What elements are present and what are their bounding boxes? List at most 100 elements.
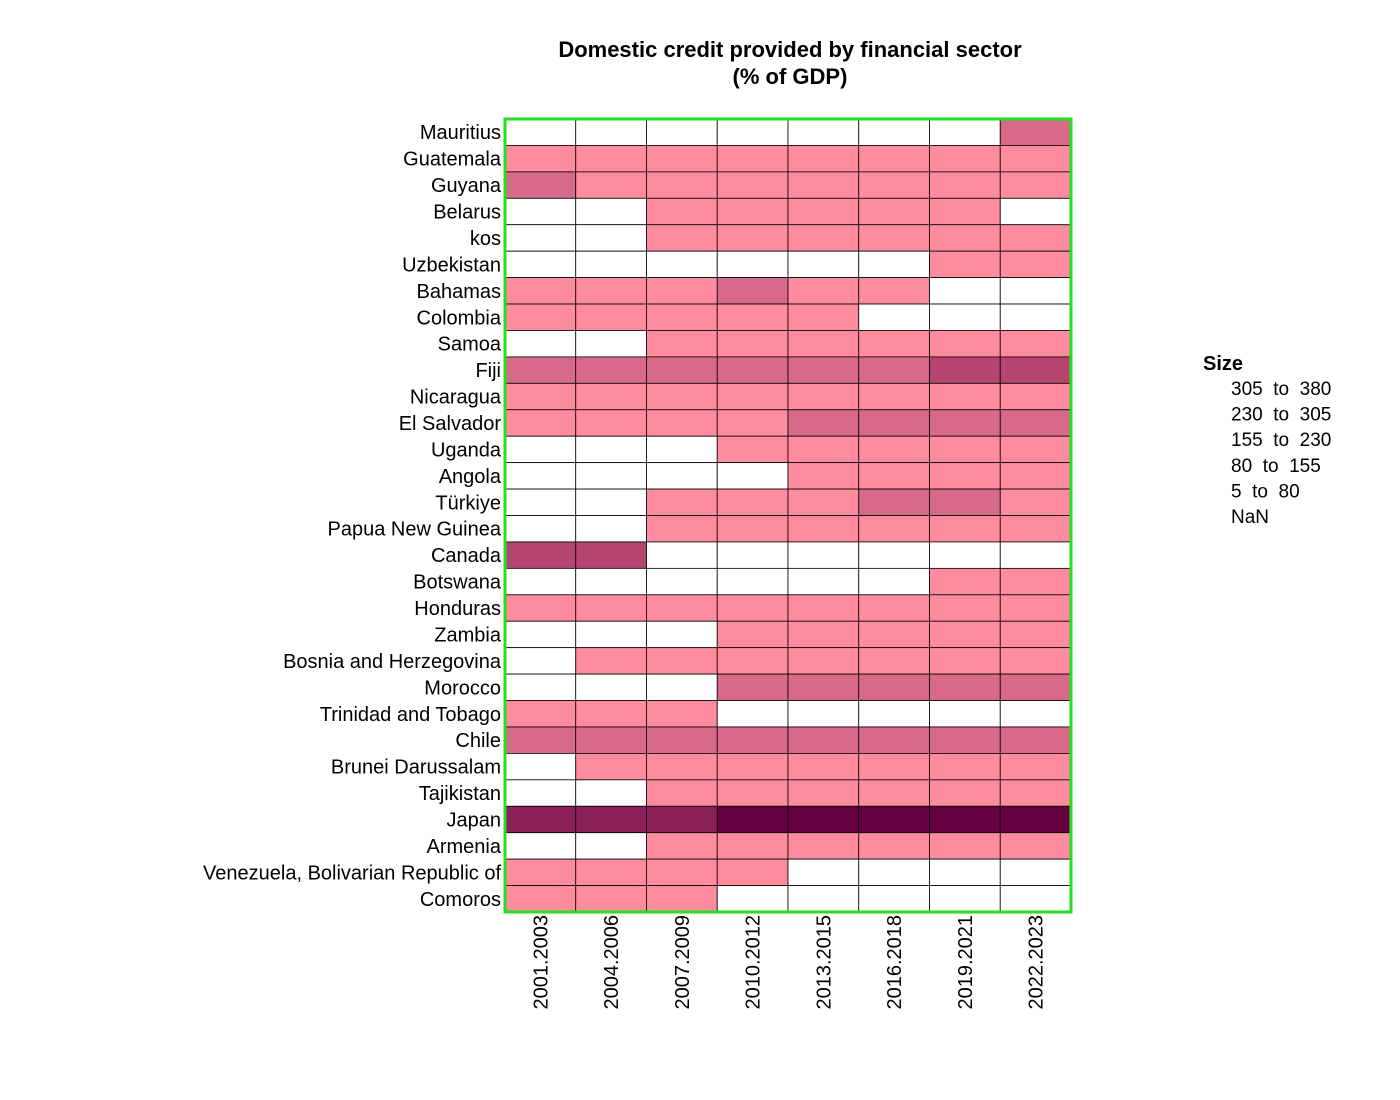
heatmap-cell [929,620,1001,649]
heatmap-cell [858,726,930,754]
heatmap-cell [646,303,718,331]
heatmap-cell [999,700,1072,728]
heatmap-cell [575,250,647,279]
heatmap-cell [787,779,860,807]
heatmap-cell [858,700,930,728]
heatmap-cell [787,303,860,331]
heatmap-cell [787,435,860,464]
heatmap-cell [575,673,647,701]
heatmap-cell [929,805,1001,834]
heatmap-cell [575,435,647,464]
heatmap-cell [929,330,1001,358]
heatmap-cell [504,594,577,622]
heatmap-cell [504,620,577,649]
heatmap-cell [999,382,1072,411]
row-label: Comoros [420,889,501,911]
heatmap-cell [929,726,1001,754]
heatmap-cell [999,409,1072,437]
heatmap-cell [999,541,1072,569]
heatmap-cell [929,145,1001,173]
heatmap-cell [929,779,1001,807]
heatmap-cell [716,515,789,543]
heatmap-cell [999,647,1072,675]
heatmap-cell [646,647,718,675]
row-label: El Salvador [399,413,502,435]
heatmap-cell [575,382,647,411]
heatmap-cell [929,594,1001,622]
heatmap-cell [504,145,577,173]
heatmap-cell [646,753,718,781]
row-label: kos [470,228,501,250]
heatmap-cell [646,250,718,279]
legend-item: 305 to 380 [1231,379,1331,400]
heatmap-cell [716,330,789,358]
heatmap-cell [504,832,577,860]
heatmap-cell [716,594,789,622]
heatmap-cell [929,488,1001,516]
chart-title-line2: (% of GDP) [733,64,848,89]
column-label: 2001.2003 [530,915,552,1010]
row-label: Guyana [431,175,502,197]
heatmap-cell [999,171,1072,199]
heatmap-cell [999,277,1072,305]
heatmap-cell [787,620,860,649]
heatmap-cell [858,250,930,279]
heatmap-cell [716,435,789,464]
heatmap-cell [504,435,577,464]
heatmap-cell [929,409,1001,437]
heatmap-cell [716,197,789,226]
heatmap-cell [858,885,930,913]
heatmap-cell [858,594,930,622]
heatmap-cell [575,330,647,358]
heatmap-cells [504,118,1072,913]
heatmap-cell [504,541,577,569]
heatmap-cell [646,594,718,622]
heatmap-cell [787,832,860,860]
heatmap-cell [716,541,789,569]
heatmap-cell [575,779,647,807]
heatmap-cell [787,567,860,596]
heatmap-cell [999,726,1072,754]
heatmap-cell [858,197,930,226]
heatmap-cell [575,171,647,199]
heatmap-cell [575,409,647,437]
legend-item: NaN [1231,507,1269,528]
heatmap-cell [787,858,860,886]
heatmap-cell [504,303,577,331]
heatmap-cell [504,858,577,886]
heatmap-cell [504,171,577,199]
heatmap-cell [575,700,647,728]
heatmap-cell [646,356,718,384]
heatmap-cell [929,118,1001,146]
heatmap-cell [999,118,1072,146]
heatmap-cell [575,145,647,173]
column-label: 2010.2012 [743,915,765,1010]
heatmap-cell [504,277,577,305]
heatmap-cell [716,567,789,596]
heatmap-cell [858,515,930,543]
heatmap-cell [858,277,930,305]
heatmap-cell [858,409,930,437]
heatmap-cell [929,753,1001,781]
heatmap-cell [504,567,577,596]
heatmap-cell [716,250,789,279]
heatmap-cell [858,779,930,807]
heatmap-cell [575,462,647,490]
heatmap-cell [787,673,860,701]
heatmap-cell [646,832,718,860]
heatmap-cell [575,832,647,860]
heatmap-cell [646,145,718,173]
heatmap-cell [787,197,860,226]
heatmap-cell [646,277,718,305]
heatmap-cell [787,594,860,622]
row-label: Morocco [424,677,501,699]
heatmap-cell [858,171,930,199]
heatmap-cell [787,515,860,543]
heatmap-cell [575,647,647,675]
heatmap-cell [999,303,1072,331]
heatmap-cell [575,356,647,384]
heatmap-cell [999,858,1072,886]
heatmap-cell [646,171,718,199]
heatmap-cell [999,673,1072,701]
heatmap-cell [504,805,577,834]
